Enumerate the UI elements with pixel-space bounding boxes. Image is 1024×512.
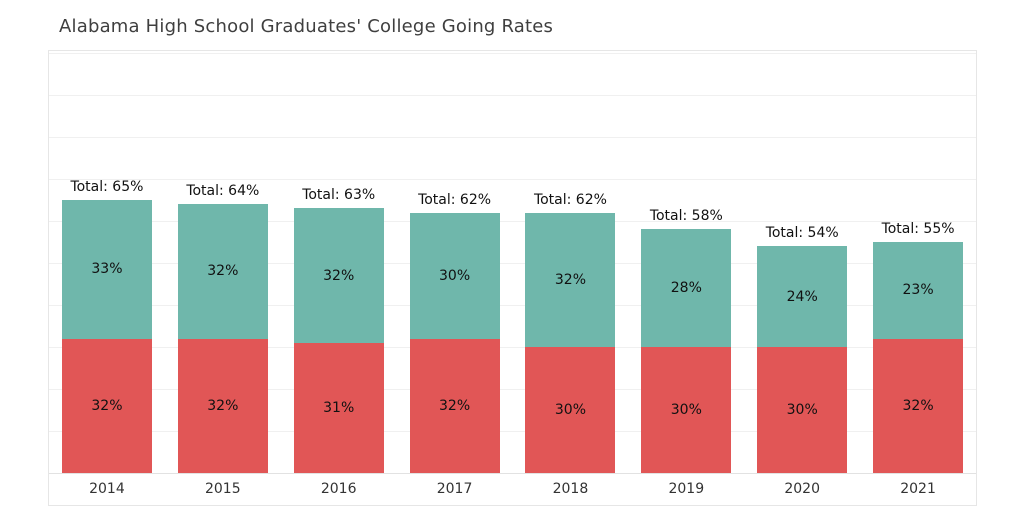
gridline xyxy=(49,347,976,348)
bar-segment-bottom: 32% xyxy=(61,338,152,473)
x-tick-label: 2018 xyxy=(552,481,589,497)
bar-segment-bottom: 32% xyxy=(409,338,500,473)
gridline xyxy=(49,431,976,432)
gridline xyxy=(49,179,976,180)
total-label: Total: 64% xyxy=(186,183,260,200)
gridline xyxy=(49,221,976,222)
total-label: Total: 65% xyxy=(70,179,144,195)
bar-segment-top: 23% xyxy=(873,242,964,339)
gridline xyxy=(49,53,976,54)
x-tick-label: 2015 xyxy=(204,481,241,497)
bar-segment-top: 32% xyxy=(177,204,268,339)
x-tick-label: 2020 xyxy=(784,481,820,497)
bar-segment-bottom: 32% xyxy=(873,338,964,473)
x-tick-label: 2014 xyxy=(89,481,125,497)
x-tick-label: 2017 xyxy=(436,481,473,497)
bar-segment-top: 30% xyxy=(409,212,500,339)
gridline xyxy=(49,95,976,96)
gridline xyxy=(49,305,976,306)
gridline xyxy=(49,263,976,264)
bar-segment-bottom: 31% xyxy=(293,342,384,473)
bar-segment-top: 32% xyxy=(525,212,616,347)
bar-segment-bottom: 32% xyxy=(177,338,268,473)
bar-segment-top: 24% xyxy=(757,246,848,347)
total-label: Total: 55% xyxy=(881,221,955,237)
total-label: Total: 62% xyxy=(418,191,492,208)
chart-title: Alabama High School Graduates' College G… xyxy=(59,16,554,37)
bar-segment-top: 32% xyxy=(293,208,384,343)
bar-segment-bottom: 30% xyxy=(641,347,732,473)
total-label: Total: 58% xyxy=(649,208,723,225)
plot-area: 32% 33% Total: 65% 2014 32% 32% Total: 64% 2015… xyxy=(48,50,977,506)
x-tick-label: 2016 xyxy=(320,481,357,497)
bar-segment-top: 28% xyxy=(641,229,732,347)
x-tick-label: 2019 xyxy=(668,481,705,497)
total-label: Total: 63% xyxy=(302,187,376,204)
bar-segment-bottom: 30% xyxy=(525,347,616,473)
gridline xyxy=(49,389,976,390)
bar-segment-top: 33% xyxy=(61,200,152,339)
bar-segment-bottom: 30% xyxy=(757,347,848,473)
x-tick-label: 2021 xyxy=(900,481,936,497)
total-label: Total: 62% xyxy=(533,191,607,208)
gridline xyxy=(49,137,976,138)
total-label: Total: 54% xyxy=(765,225,839,242)
gridline xyxy=(49,473,976,474)
